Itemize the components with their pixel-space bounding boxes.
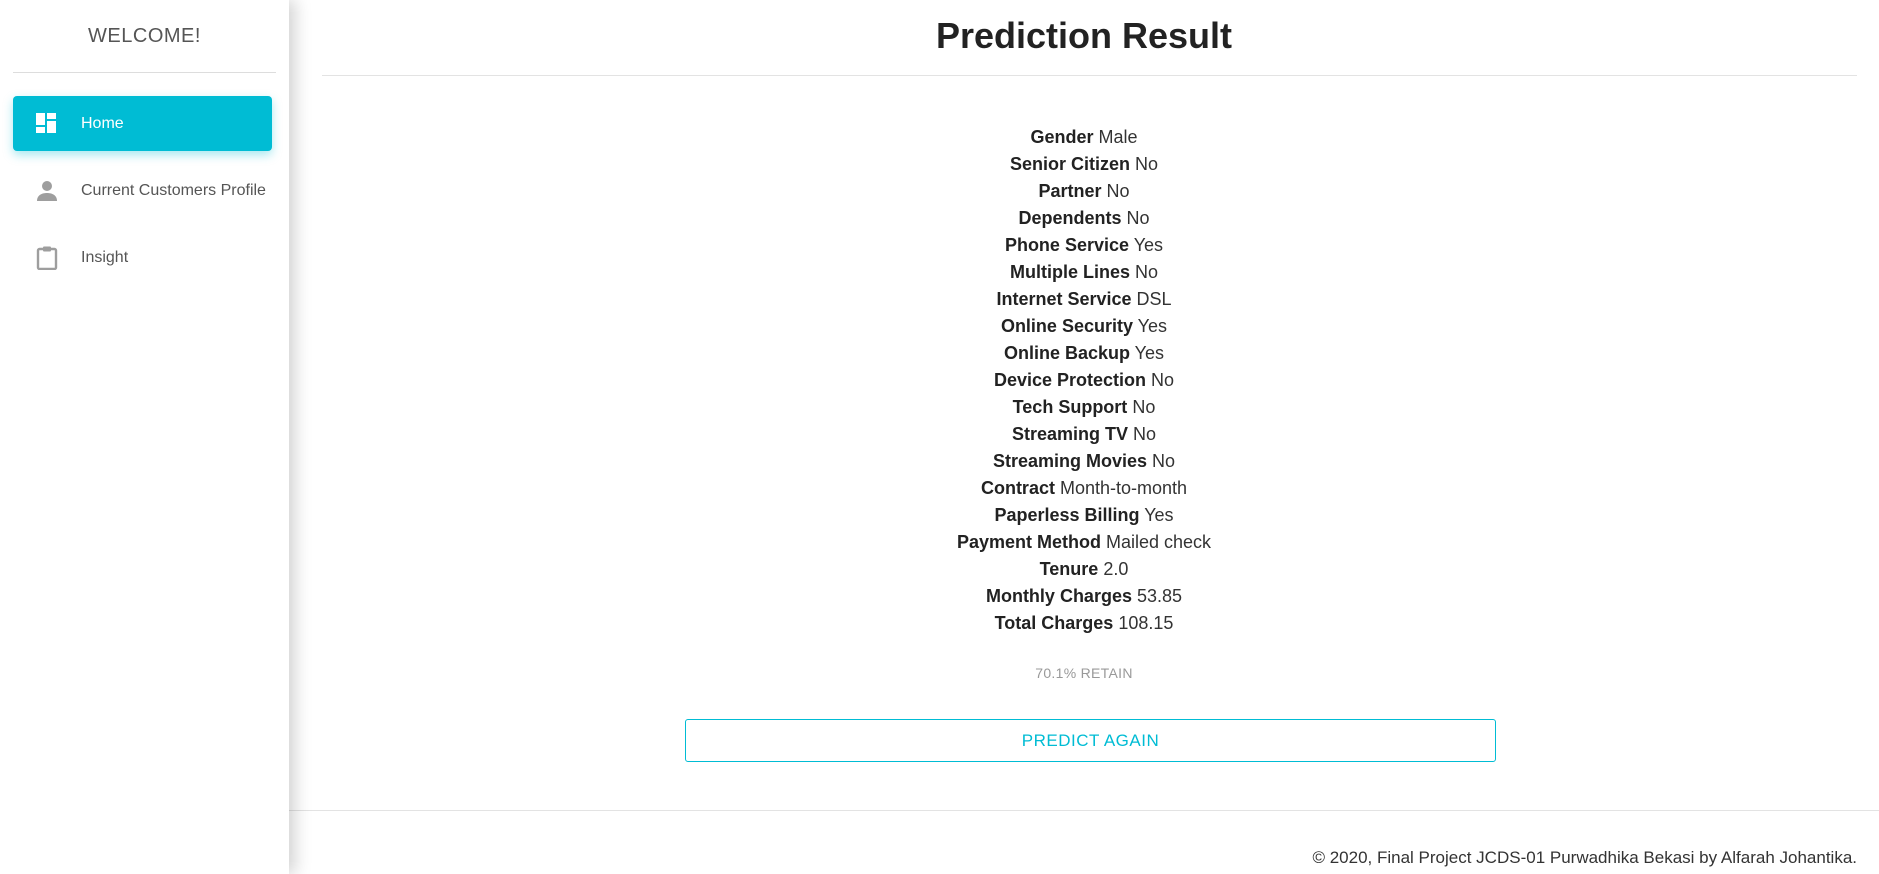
field-row: Tech Support No bbox=[289, 394, 1879, 421]
field-label: Streaming TV bbox=[1011, 424, 1128, 444]
field-label: Tenure bbox=[1039, 559, 1099, 579]
field-row: Gender Male bbox=[289, 124, 1879, 151]
field-row: Online Backup Yes bbox=[289, 340, 1879, 367]
field-value: No bbox=[1135, 262, 1159, 282]
field-label: Senior Citizen bbox=[1009, 154, 1130, 174]
field-value: 108.15 bbox=[1118, 613, 1174, 633]
field-row: Online Security Yes bbox=[289, 313, 1879, 340]
sidebar-item-label: Home bbox=[81, 114, 124, 132]
sidebar-item-current-customers-profile[interactable]: Current Customers Profile bbox=[13, 163, 272, 218]
field-value: Male bbox=[1098, 127, 1138, 147]
field-label: Total Charges bbox=[994, 613, 1114, 633]
field-row: Dependents No bbox=[289, 205, 1879, 232]
field-value: Mailed check bbox=[1106, 532, 1212, 552]
field-row: Internet Service DSL bbox=[289, 286, 1879, 313]
field-value: No bbox=[1133, 424, 1157, 444]
field-label: Gender bbox=[1030, 127, 1094, 147]
field-value: No bbox=[1135, 154, 1159, 174]
dashboard-icon bbox=[35, 112, 59, 136]
field-value: DSL bbox=[1136, 289, 1172, 309]
field-row: Paperless Billing Yes bbox=[289, 502, 1879, 529]
sidebar: WELCOME! Home Current Customers Profi bbox=[0, 0, 289, 874]
field-value: Yes bbox=[1133, 235, 1164, 255]
field-value: Month-to-month bbox=[1059, 478, 1188, 498]
field-label: Device Protection bbox=[993, 370, 1147, 390]
field-value: No bbox=[1152, 451, 1176, 471]
field-label: Dependents bbox=[1018, 208, 1122, 228]
field-row: Payment Method Mailed check bbox=[289, 529, 1879, 556]
field-row: Streaming TV No bbox=[289, 421, 1879, 448]
predict-again-button[interactable]: PREDICT AGAIN bbox=[685, 719, 1496, 762]
field-row: Partner No bbox=[289, 178, 1879, 205]
page-title: Prediction Result bbox=[935, 15, 1233, 56]
field-label: Paperless Billing bbox=[994, 505, 1140, 525]
field-label: Internet Service bbox=[996, 289, 1132, 309]
field-value: 53.85 bbox=[1136, 586, 1183, 606]
sidebar-item-label: Insight bbox=[81, 248, 129, 266]
field-label: Partner bbox=[1038, 181, 1102, 201]
field-row: Contract Month-to-month bbox=[289, 475, 1879, 502]
footer-divider bbox=[289, 810, 1879, 811]
field-row: Phone Service Yes bbox=[289, 232, 1879, 259]
sidebar-item-insight[interactable]: Insight bbox=[13, 230, 272, 285]
person-icon bbox=[35, 179, 59, 203]
field-value: 2.0 bbox=[1103, 559, 1129, 579]
field-value: No bbox=[1132, 397, 1156, 417]
sidebar-divider bbox=[13, 72, 276, 73]
sidebar-nav: Home Current Customers Profile Insight bbox=[0, 96, 289, 285]
field-row: Streaming Movies No bbox=[289, 448, 1879, 475]
field-row: Device Protection No bbox=[289, 367, 1879, 394]
field-row: Senior Citizen No bbox=[289, 151, 1879, 178]
field-label: Phone Service bbox=[1004, 235, 1129, 255]
field-value: No bbox=[1151, 370, 1175, 390]
field-label: Online Security bbox=[1000, 316, 1133, 336]
field-value: No bbox=[1106, 181, 1130, 201]
field-row: Monthly Charges 53.85 bbox=[289, 583, 1879, 610]
sidebar-item-label: Current Customers Profile bbox=[81, 181, 266, 199]
prediction-fields: Gender Male Senior Citizen No Partner No… bbox=[289, 124, 1879, 637]
field-value: Yes bbox=[1137, 316, 1168, 336]
field-row: Total Charges 108.15 bbox=[289, 610, 1879, 637]
clipboard-icon bbox=[35, 246, 59, 270]
sidebar-title: WELCOME! bbox=[88, 25, 201, 47]
main-content: Prediction Result Gender Male Senior Cit… bbox=[289, 0, 1879, 874]
field-row: Multiple Lines No bbox=[289, 259, 1879, 286]
field-label: Multiple Lines bbox=[1009, 262, 1130, 282]
field-label: Monthly Charges bbox=[985, 586, 1132, 606]
field-value: Yes bbox=[1144, 505, 1174, 525]
title-divider bbox=[322, 75, 1857, 76]
prediction-result: 70.1% RETAIN bbox=[1035, 665, 1133, 681]
field-row: Tenure 2.0 bbox=[289, 556, 1879, 583]
field-label: Contract bbox=[980, 478, 1055, 498]
field-value: Yes bbox=[1134, 343, 1165, 363]
field-label: Payment Method bbox=[956, 532, 1101, 552]
footer-text: © 2020, Final Project JCDS-01 Purwadhika… bbox=[1312, 848, 1857, 867]
sidebar-item-home[interactable]: Home bbox=[13, 96, 272, 151]
field-label: Streaming Movies bbox=[992, 451, 1147, 471]
field-value: No bbox=[1126, 208, 1150, 228]
field-label: Tech Support bbox=[1012, 397, 1128, 417]
field-label: Online Backup bbox=[1003, 343, 1130, 363]
